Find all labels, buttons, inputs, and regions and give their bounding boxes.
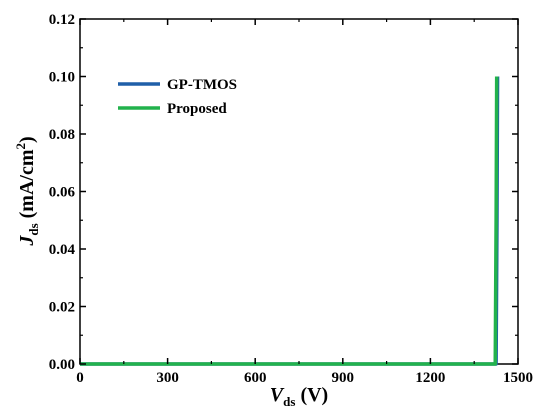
- plot-frame: [79, 18, 519, 365]
- series-line-gp-tmos: [80, 76, 500, 366]
- y-axis-title-main: J: [16, 235, 38, 247]
- x-tick-label: 600: [244, 370, 267, 386]
- y-tick-label: 0.06: [49, 185, 76, 201]
- y-axis-title-sub: ds: [26, 223, 41, 235]
- y-tick-label: 0.08: [49, 127, 75, 143]
- x-tick-label: 1500: [503, 370, 533, 386]
- x-axis-title-sub: ds: [283, 394, 295, 409]
- x-axis-title-main: V: [270, 384, 285, 406]
- legend-label: Proposed: [167, 101, 227, 117]
- y-axis-title: Jds (mA/cm2): [13, 136, 41, 246]
- y-tick-label: 0.10: [49, 70, 75, 86]
- x-axis-title-unit: (V): [295, 384, 328, 406]
- y-tick-label: 0.04: [49, 242, 76, 258]
- legend: GP-TMOS Proposed: [118, 77, 237, 117]
- x-axis-title: Vds (V): [270, 384, 328, 409]
- y-tick-label: 0.02: [49, 300, 75, 316]
- x-tick-label: 0: [76, 370, 84, 386]
- y-axis-title-unit-pre: (mA/cm: [16, 149, 38, 223]
- x-tick-label: 900: [332, 370, 355, 386]
- series-layer: [80, 76, 500, 366]
- y-tick-label: 0.12: [49, 12, 75, 28]
- ticks-layer: 0 300 600 900 1200 1500 0.00 0.02 0.04 0.06 0.08 0.…: [49, 12, 533, 386]
- series-line-proposed: [80, 76, 499, 366]
- y-tick-label: 0.00: [49, 357, 75, 373]
- y-axis-title-unit-sup: 2: [13, 143, 28, 150]
- y-axis-title-unit-post: ): [16, 136, 38, 143]
- x-tick-label: 1200: [415, 370, 445, 386]
- x-tick-label: 300: [156, 370, 179, 386]
- legend-label: GP-TMOS: [167, 77, 237, 93]
